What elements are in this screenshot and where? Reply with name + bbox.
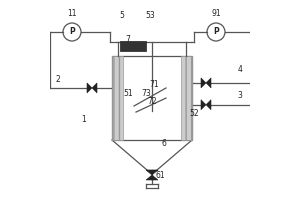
Text: 2: 2 xyxy=(56,75,60,84)
Text: 3: 3 xyxy=(238,92,242,100)
Text: P: P xyxy=(69,27,75,36)
Polygon shape xyxy=(206,78,211,88)
Text: 53: 53 xyxy=(145,11,155,21)
Polygon shape xyxy=(201,78,206,88)
Polygon shape xyxy=(201,100,206,110)
Text: 51: 51 xyxy=(123,90,133,98)
Bar xyxy=(112,56,123,140)
Text: 73: 73 xyxy=(141,90,151,98)
Text: 71: 71 xyxy=(149,80,159,88)
Polygon shape xyxy=(206,100,211,110)
Text: 5: 5 xyxy=(120,11,124,21)
Text: 91: 91 xyxy=(211,9,221,19)
Polygon shape xyxy=(146,170,158,175)
Bar xyxy=(120,41,146,51)
Polygon shape xyxy=(92,83,97,93)
Polygon shape xyxy=(146,175,158,180)
Text: 4: 4 xyxy=(238,66,242,74)
Bar xyxy=(181,56,192,140)
Text: 6: 6 xyxy=(162,140,167,148)
Text: P: P xyxy=(213,27,219,36)
Text: 7: 7 xyxy=(126,36,130,45)
Text: 1: 1 xyxy=(82,116,86,124)
Text: 11: 11 xyxy=(67,9,77,19)
Text: 61: 61 xyxy=(155,171,165,180)
Bar xyxy=(112,56,192,140)
Polygon shape xyxy=(87,83,92,93)
Text: 52: 52 xyxy=(189,110,199,118)
Text: 72: 72 xyxy=(147,98,157,106)
